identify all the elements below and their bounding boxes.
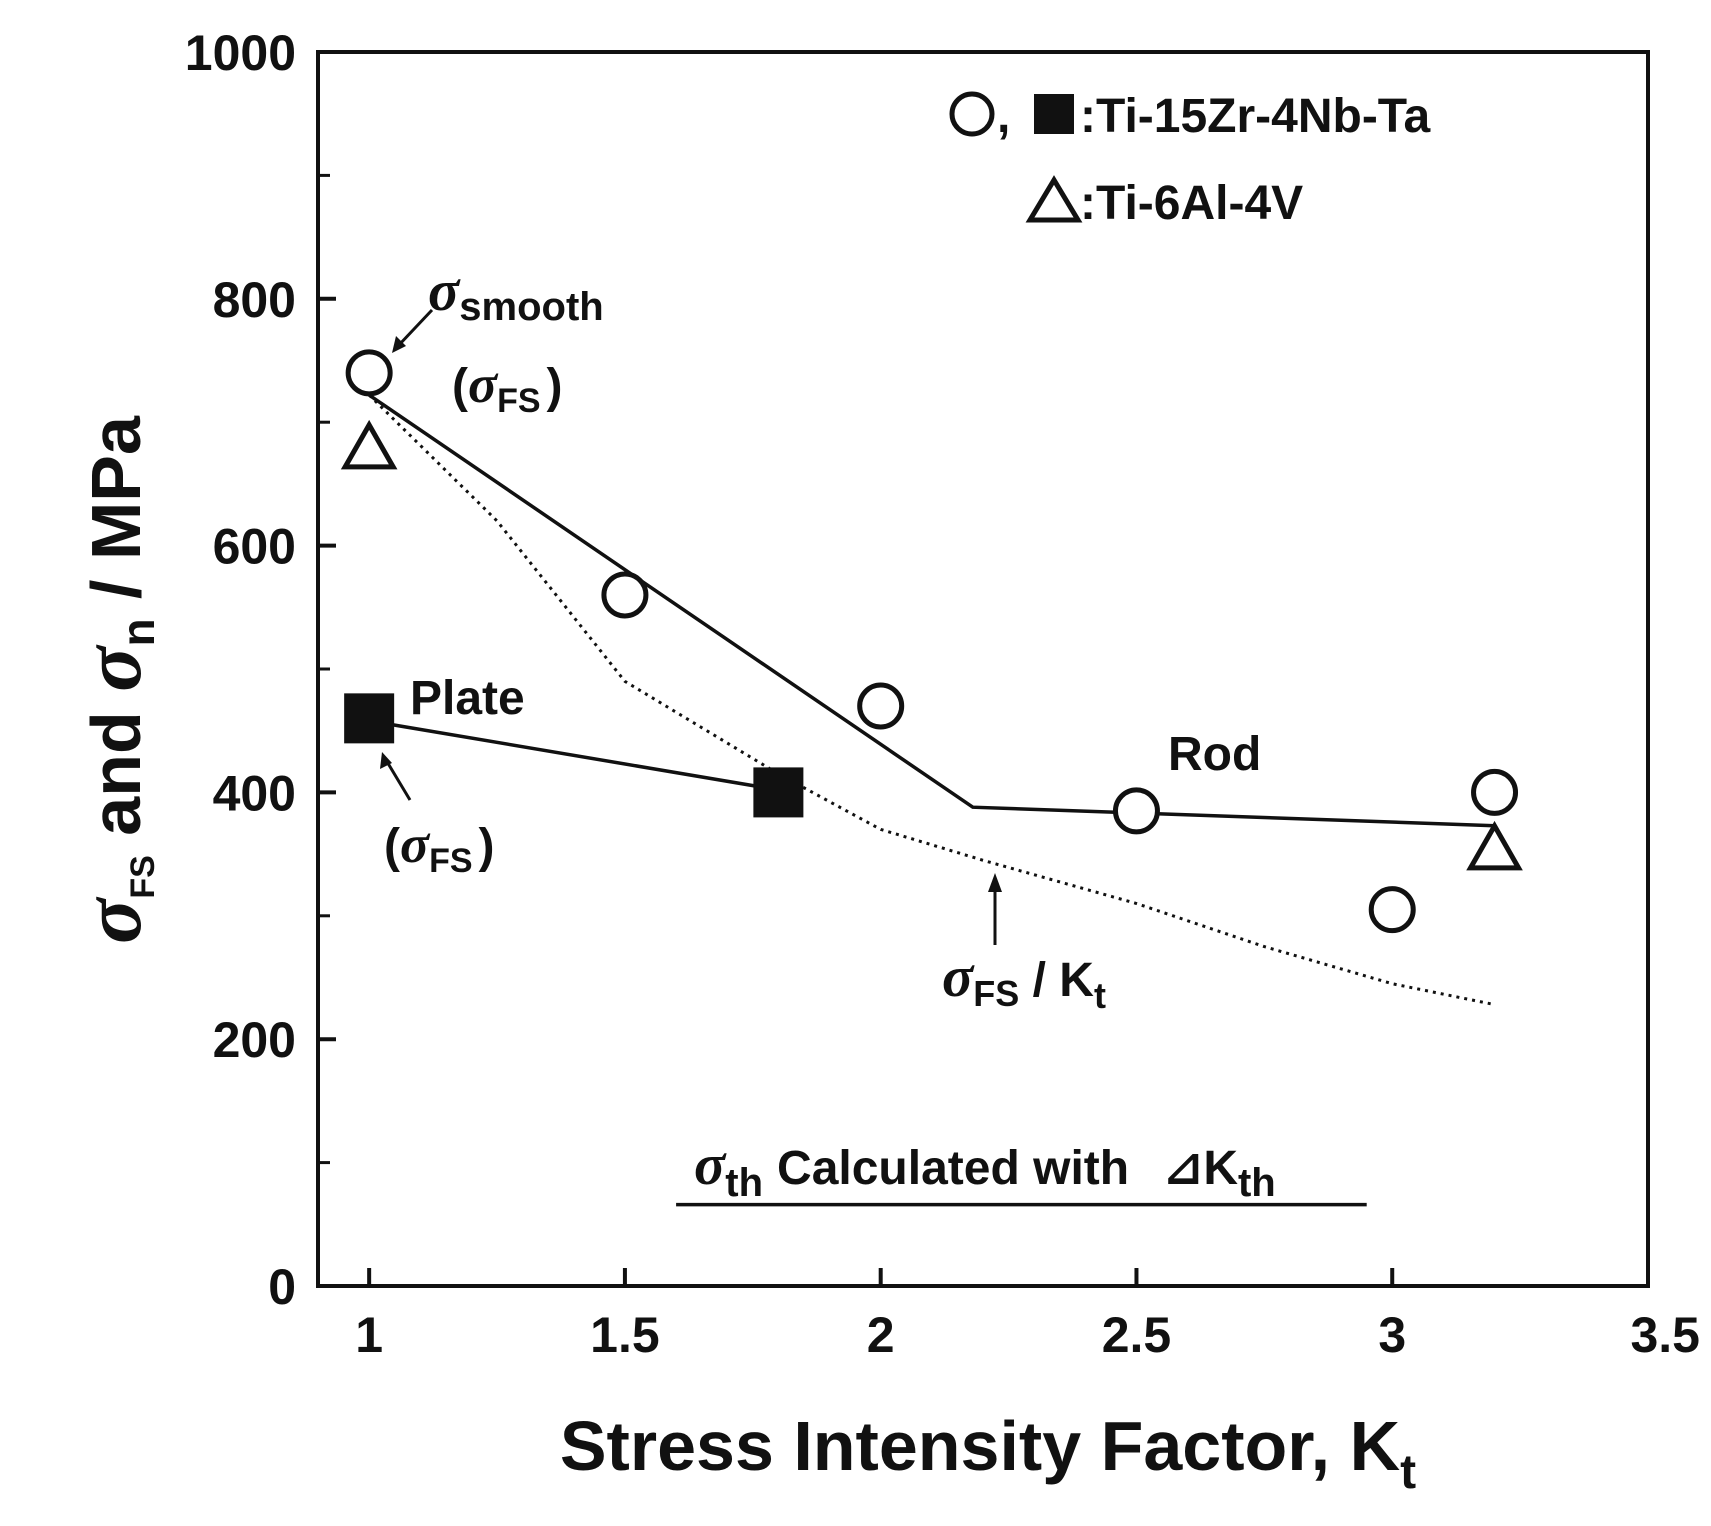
annotation-sigma-th: σth Calculated with ⊿Kth xyxy=(694,1132,1276,1205)
trend-lines xyxy=(368,393,1495,1207)
arrowhead-icon xyxy=(380,752,392,769)
point-open-circle-2.5-385 xyxy=(1112,787,1160,835)
plot-frame xyxy=(316,50,1650,1288)
x-tick-label-2.5: 2.5 xyxy=(1102,1307,1172,1363)
legend: , :Ti-15Zr-4Nb-Ta :Ti-6Al-4V xyxy=(949,90,1431,230)
line-rod-trend xyxy=(368,393,1495,828)
y-tick-label-600: 600 xyxy=(213,519,296,575)
point-filled-square-1-460 xyxy=(344,693,395,744)
y-tick-label-0: 0 xyxy=(268,1259,296,1315)
arrowhead-icon xyxy=(392,336,406,353)
legend-separator: , xyxy=(997,90,1010,143)
legend-label-ti6al4v: :Ti-6Al-4V xyxy=(1080,177,1303,230)
annotation-sigma-fs-plate: (σFS) xyxy=(384,814,495,880)
axis-ticks: 0 200 400 600 800 1000 1 1.5 2 2.5 3 3.5 xyxy=(185,25,1700,1363)
line-sigma-fs-kt xyxy=(368,394,1495,1007)
x-tick-label-2: 2 xyxy=(867,1307,895,1363)
legend-open-triangle-icon xyxy=(1025,175,1083,223)
arrow-to-plate-point xyxy=(384,759,412,801)
annotation-sigma-fs-rod: (σFS) xyxy=(452,354,563,420)
point-open-triangle-3.2-355 xyxy=(1466,820,1523,871)
y-tick-label-1000: 1000 xyxy=(185,25,296,81)
x-tick-label-3.5: 3.5 xyxy=(1630,1307,1700,1363)
legend-filled-square-icon xyxy=(1034,94,1074,134)
annotation-sigma-fs-over-kt: σFS / Kt xyxy=(942,944,1106,1016)
y-tick-label-800: 800 xyxy=(213,272,296,328)
y-tick-label-400: 400 xyxy=(213,765,296,821)
annotation-rod: Rod xyxy=(1168,728,1261,781)
x-axis-title: Stress Intensity Factor, Kt xyxy=(560,1407,1416,1499)
point-open-circle-3.2-400 xyxy=(1471,768,1519,816)
data-markers xyxy=(340,349,1523,934)
arrow-to-smooth-point xyxy=(396,308,434,348)
point-filled-square-1.8-400 xyxy=(753,767,804,818)
line-plate-trend xyxy=(368,719,779,792)
x-tick-label-3: 3 xyxy=(1378,1307,1406,1363)
y-axis-title: σFS and σn / MPa xyxy=(66,415,164,944)
point-open-triangle-1-680 xyxy=(340,419,398,470)
arrowhead-icon xyxy=(988,873,1002,892)
x-tick-label-1: 1 xyxy=(355,1307,383,1363)
legend-open-circle-icon xyxy=(949,91,995,137)
point-open-circle-1-740 xyxy=(345,349,393,397)
point-open-circle-3-305 xyxy=(1368,886,1416,934)
annotation-sigma-smooth: σsmooth xyxy=(428,258,604,329)
legend-label-ti15zr: :Ti-15Zr-4Nb-Ta xyxy=(1080,90,1431,143)
point-open-circle-2-470 xyxy=(857,682,905,730)
y-tick-label-200: 200 xyxy=(213,1012,296,1068)
x-tick-label-1.5: 1.5 xyxy=(590,1307,660,1363)
annotation-plate: Plate xyxy=(410,672,525,725)
point-open-circle-1.5-560 xyxy=(601,571,649,619)
